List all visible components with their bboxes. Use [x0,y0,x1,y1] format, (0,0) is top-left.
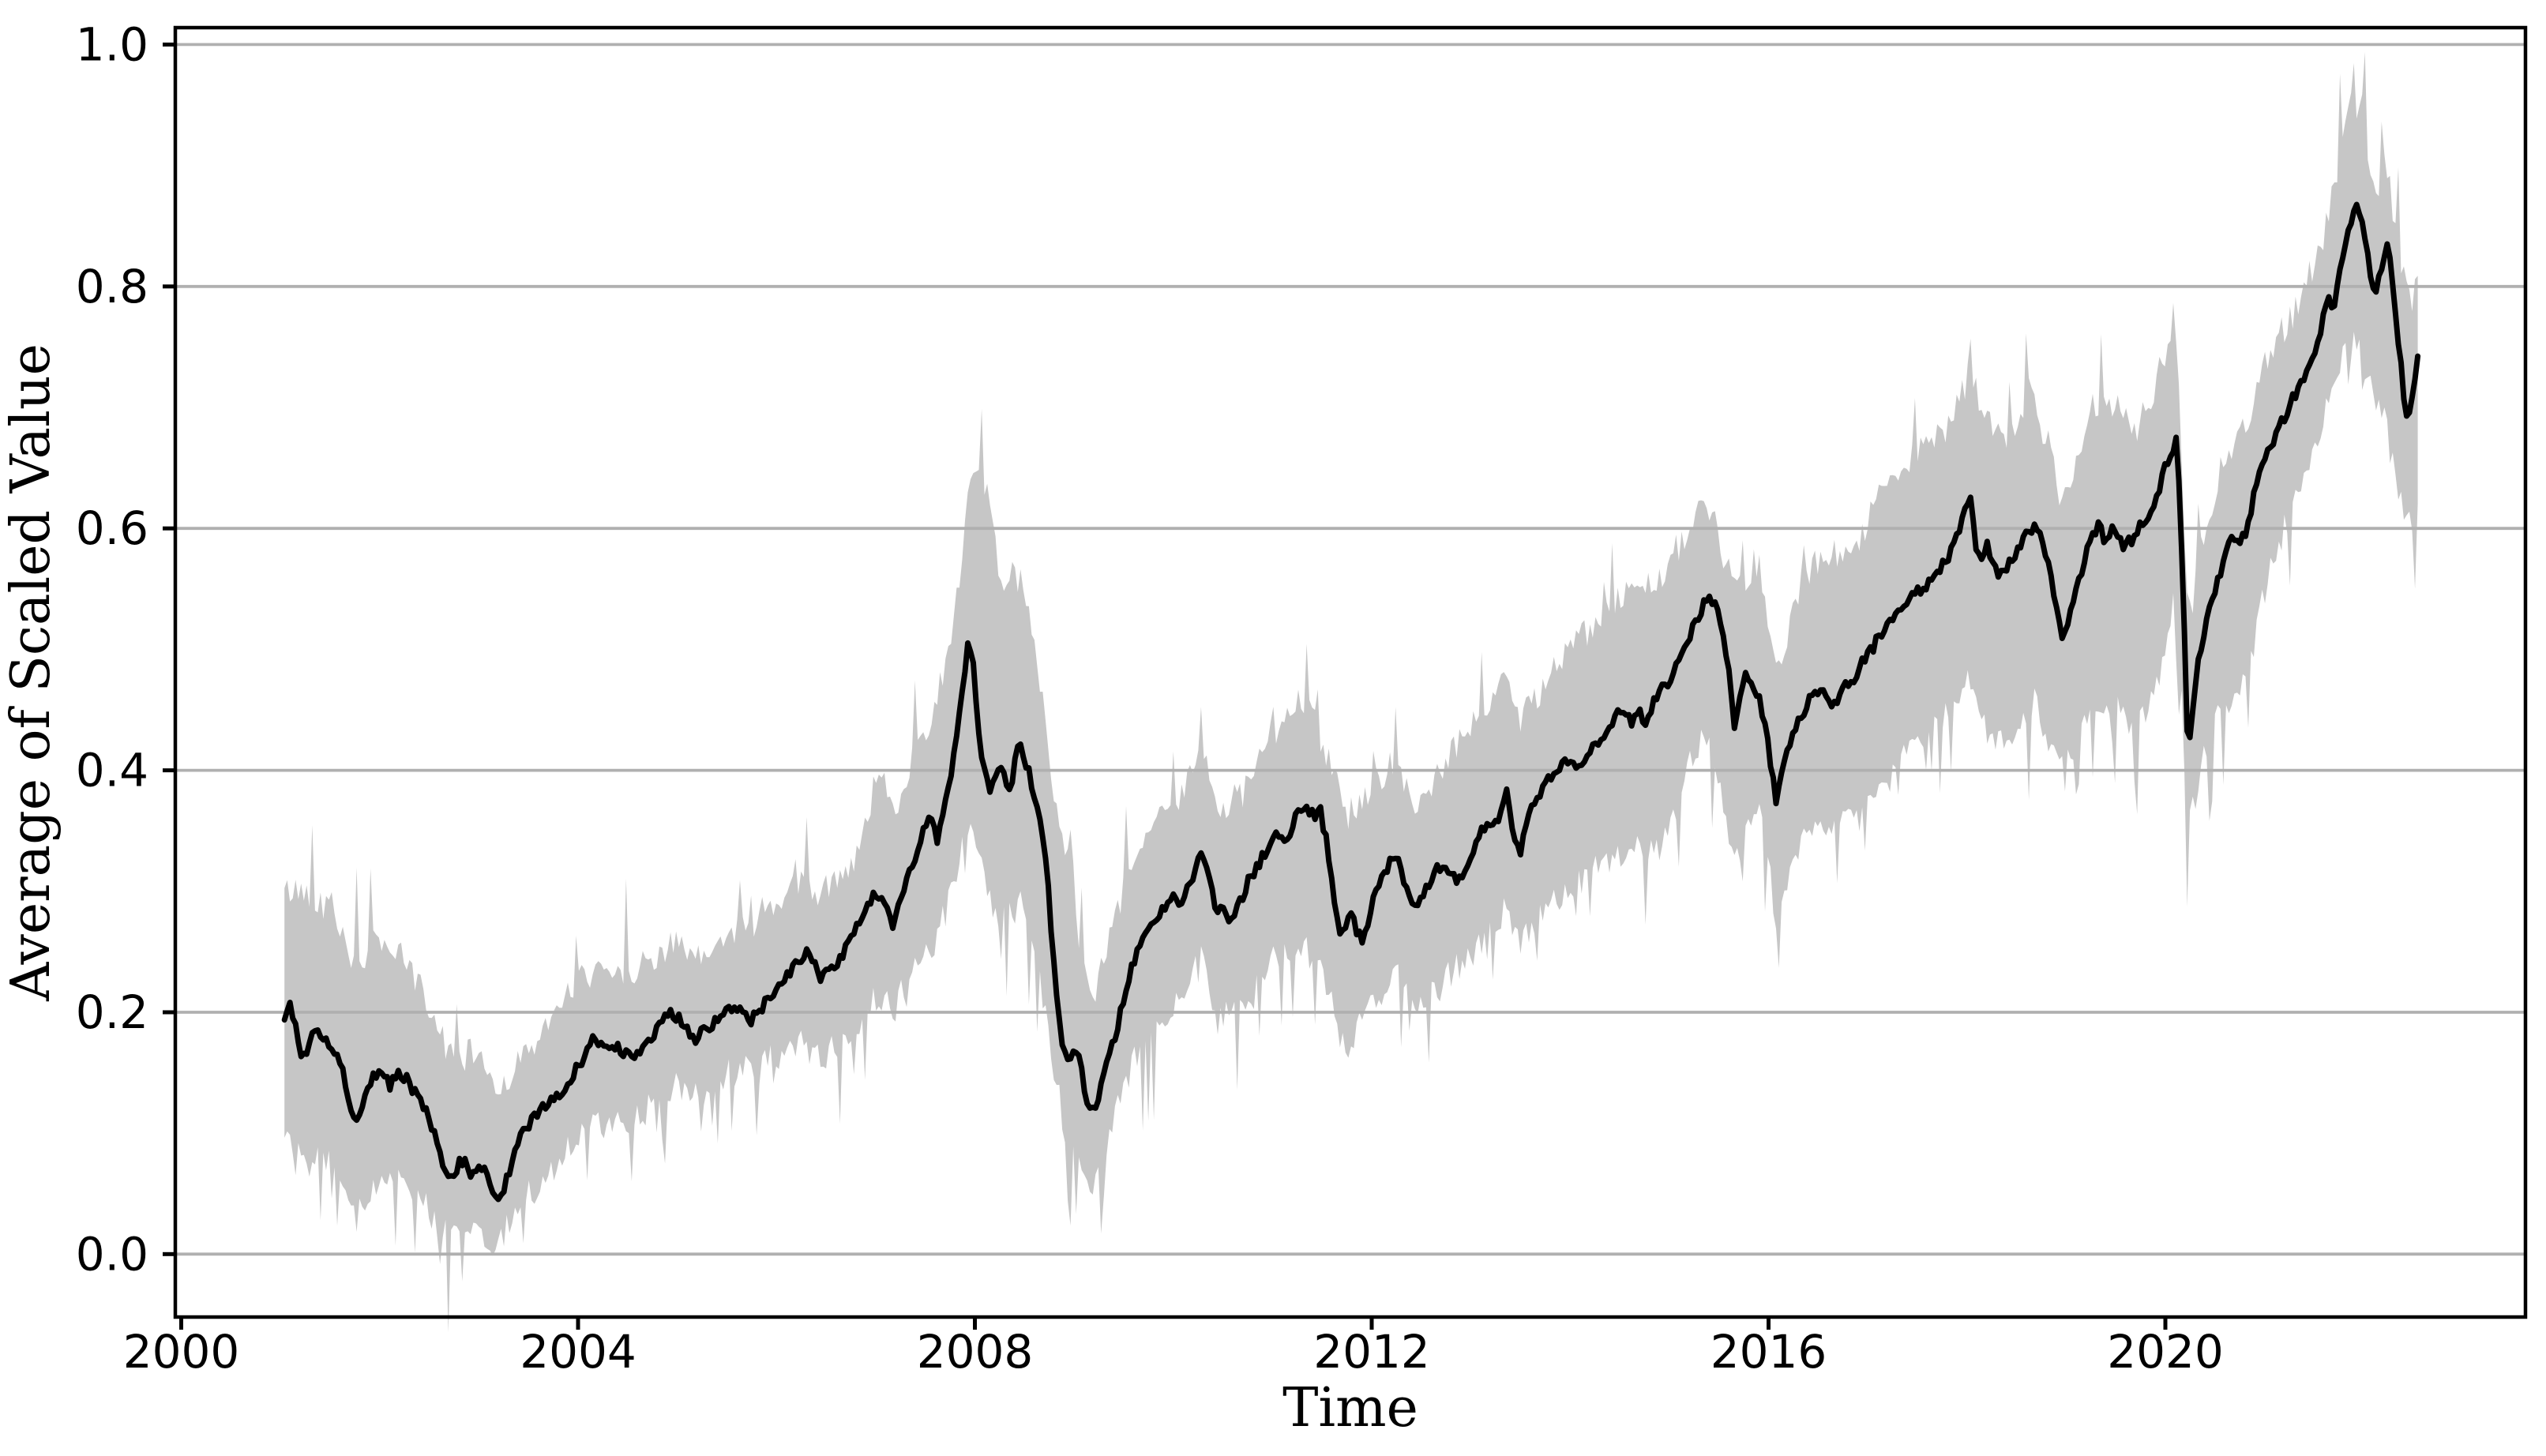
y-tick-label: 0.0 [76,1227,148,1281]
x-axis-label: Time [1282,1377,1418,1439]
x-tick-label: 2004 [520,1325,636,1379]
mean-line [281,201,2421,1203]
x-tick-label: 2008 [917,1325,1034,1379]
x-tick-label: 2020 [2107,1325,2224,1379]
x-tick-label: 2012 [1313,1325,1430,1379]
y-tick-label: 0.2 [76,985,148,1039]
axis-ticks [163,42,2168,1330]
y-tick-label: 0.6 [76,501,148,555]
x-tick-label: 2000 [123,1325,240,1379]
x-tick-label: 2016 [1710,1325,1827,1379]
y-axis-label: Average of Scaled Value [0,343,62,1002]
y-tick-label: 0.8 [76,260,148,313]
y-tick-label: 0.4 [76,744,148,797]
y-tick-label: 1.0 [76,17,148,71]
axis-tick-labels: 2000 2004 2008 2012 2016 2020 0.0 0.2 0.4 0.6 0.8 1… [76,17,2224,1379]
axes-spines [173,25,2528,1319]
gridlines [175,43,2525,1256]
